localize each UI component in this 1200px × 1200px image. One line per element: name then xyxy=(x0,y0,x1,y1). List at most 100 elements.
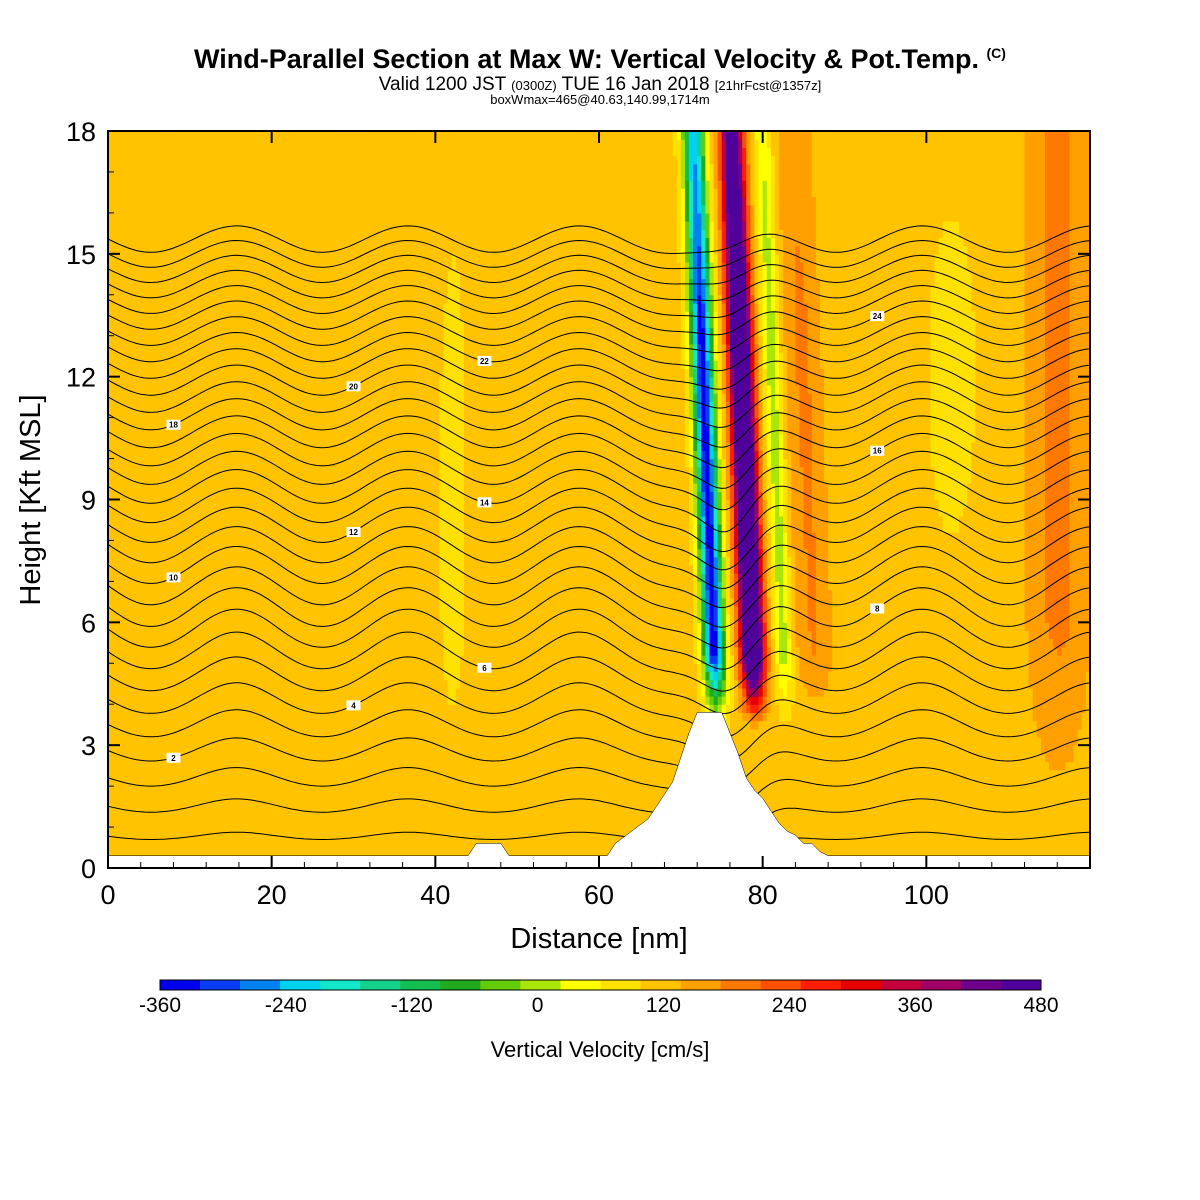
velocity-cell xyxy=(525,810,531,820)
velocity-cell xyxy=(148,786,154,795)
velocity-cell xyxy=(946,736,952,746)
velocity-cell xyxy=(537,753,543,763)
velocity-cell xyxy=(259,712,265,722)
velocity-cell xyxy=(427,720,432,730)
velocity-cell xyxy=(410,712,416,722)
velocity-cell xyxy=(934,835,940,845)
velocity-cell xyxy=(165,802,170,812)
velocity-cell xyxy=(124,761,130,771)
velocity-cell xyxy=(455,712,461,722)
velocity-cell xyxy=(177,843,183,853)
velocity-cell xyxy=(836,843,842,853)
velocity-cell xyxy=(508,835,514,845)
velocity-cell xyxy=(819,728,825,738)
velocity-cell xyxy=(1057,843,1062,853)
velocity-cell xyxy=(517,704,522,714)
velocity-cell xyxy=(840,728,846,738)
velocity-cell xyxy=(840,736,846,746)
velocity-cell xyxy=(644,696,649,705)
velocity-cell xyxy=(725,696,731,705)
velocity-cell xyxy=(296,818,301,828)
velocity-cell xyxy=(431,728,436,738)
velocity-cell xyxy=(1036,810,1042,820)
velocity-cell xyxy=(873,728,878,738)
velocity-cell xyxy=(619,736,625,746)
velocity-cell xyxy=(742,753,747,763)
velocity-cell xyxy=(243,843,248,853)
velocity-cell xyxy=(202,736,207,746)
velocity-cell xyxy=(877,835,882,845)
velocity-cell xyxy=(995,736,1001,746)
velocity-cell xyxy=(967,777,972,787)
velocity-cell xyxy=(615,777,621,787)
velocity-cell xyxy=(234,704,240,714)
velocity-cell xyxy=(725,712,731,722)
velocity-cell xyxy=(198,777,203,787)
velocity-cell xyxy=(140,736,146,746)
velocity-cell xyxy=(856,769,862,779)
velocity-cell xyxy=(664,696,670,705)
velocity-cell xyxy=(963,786,968,795)
velocity-cell xyxy=(1081,761,1087,771)
velocity-cell xyxy=(292,786,297,795)
velocity-cell xyxy=(603,802,608,812)
velocity-cell xyxy=(198,818,203,828)
velocity-cell xyxy=(222,728,228,738)
velocity-cell xyxy=(832,745,837,754)
velocity-cell xyxy=(206,728,211,738)
velocity-cell xyxy=(815,810,821,820)
velocity-cell xyxy=(893,802,899,812)
velocity-cell xyxy=(566,786,571,795)
velocity-cell xyxy=(263,818,269,828)
velocity-cell xyxy=(132,745,138,754)
velocity-cell xyxy=(787,753,792,763)
velocity-cell xyxy=(193,802,199,812)
velocity-cell xyxy=(938,810,944,820)
velocity-cell xyxy=(238,827,244,836)
velocity-cell xyxy=(590,810,596,820)
velocity-cell xyxy=(1081,777,1087,787)
velocity-cell xyxy=(967,753,972,763)
velocity-cell xyxy=(324,843,330,853)
velocity-cell xyxy=(922,704,927,714)
velocity-cell xyxy=(480,794,486,804)
velocity-cell xyxy=(930,712,936,722)
velocity-cell xyxy=(369,720,375,730)
velocity-cell xyxy=(807,720,813,730)
velocity-cell xyxy=(283,802,289,812)
velocity-cell xyxy=(566,736,571,746)
velocity-cell xyxy=(206,769,211,779)
velocity-cell xyxy=(922,810,927,820)
velocity-cell xyxy=(836,720,842,730)
velocity-cell xyxy=(909,827,915,836)
velocity-cell xyxy=(869,843,874,853)
velocity-cell xyxy=(202,753,207,763)
velocity-cell xyxy=(959,704,964,714)
velocity-cell xyxy=(1016,794,1022,804)
velocity-cell xyxy=(312,786,318,795)
velocity-cell xyxy=(128,761,134,771)
velocity-cell xyxy=(210,761,215,771)
velocity-cell xyxy=(975,712,981,722)
velocity-cell xyxy=(243,769,248,779)
velocity-cell xyxy=(856,794,862,804)
velocity-cell xyxy=(271,712,277,722)
velocity-cell xyxy=(283,761,289,771)
velocity-cell xyxy=(222,802,228,812)
velocity-cell xyxy=(844,761,850,771)
velocity-cell xyxy=(644,720,649,730)
velocity-cell xyxy=(218,736,224,746)
velocity-cell xyxy=(603,761,608,771)
velocity-cell xyxy=(349,712,355,722)
velocity-cell xyxy=(226,818,232,828)
velocity-cell xyxy=(541,843,547,853)
velocity-cell xyxy=(488,777,494,787)
velocity-cell xyxy=(590,786,596,795)
velocity-cell xyxy=(308,712,314,722)
velocity-cell xyxy=(513,843,518,853)
velocity-cell xyxy=(738,745,743,754)
velocity-cell xyxy=(275,786,281,795)
velocity-cell xyxy=(930,761,936,771)
velocity-cell xyxy=(766,761,772,771)
velocity-cell xyxy=(1044,777,1050,787)
